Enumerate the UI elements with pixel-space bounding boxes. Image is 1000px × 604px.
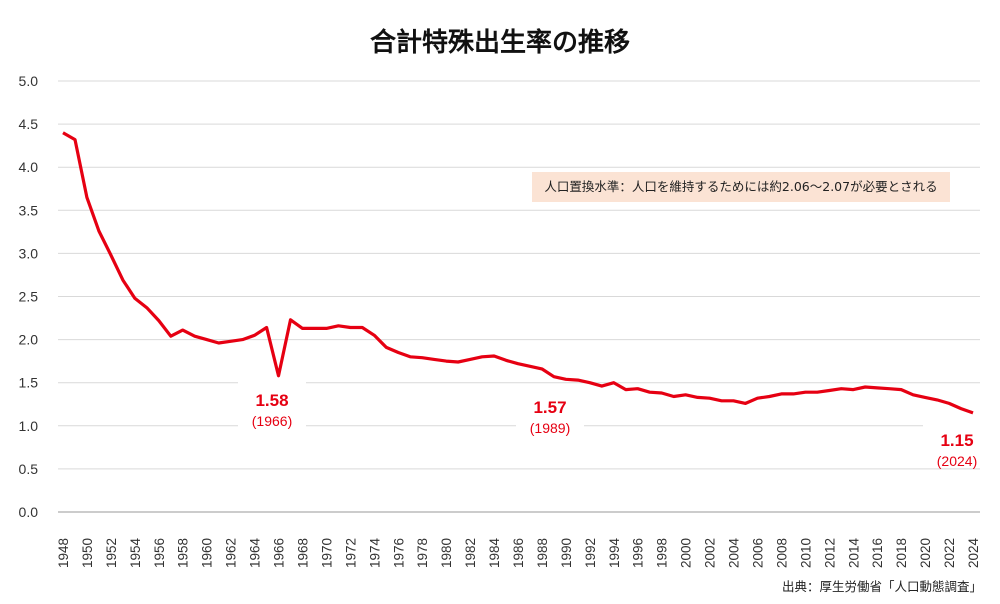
x-tick-label: 1974 — [367, 537, 382, 568]
y-tick-label: 2.0 — [19, 332, 39, 348]
x-tick-label: 2024 — [966, 537, 981, 568]
x-tick-label: 2000 — [679, 538, 694, 568]
x-tick-label: 2012 — [822, 538, 837, 568]
x-tick-label: 1996 — [631, 538, 646, 568]
y-tick-label: 0.0 — [19, 504, 39, 520]
x-tick-label: 1984 — [487, 537, 502, 568]
x-tick-label: 1990 — [559, 538, 574, 568]
x-tick-label: 1988 — [535, 538, 550, 568]
x-tick-label: 1956 — [152, 538, 167, 568]
x-tick-label: 2002 — [703, 538, 718, 568]
y-tick-label: 0.5 — [19, 461, 39, 477]
x-tick-label: 2008 — [774, 538, 789, 568]
y-tick-label: 5.0 — [19, 73, 39, 89]
x-tick-label: 2010 — [798, 538, 813, 568]
x-tick-label: 1962 — [224, 538, 239, 568]
x-tick-label: 2020 — [918, 538, 933, 568]
x-tick-label: 1968 — [295, 538, 310, 568]
y-tick-label: 3.5 — [19, 202, 39, 218]
y-tick-label: 4.0 — [19, 159, 39, 175]
x-tick-label: 2014 — [846, 537, 861, 568]
x-tick-label: 1966 — [272, 538, 287, 568]
y-tick-label: 2.5 — [19, 289, 39, 305]
y-tick-label: 1.0 — [19, 418, 39, 434]
x-tick-label: 1980 — [439, 538, 454, 568]
x-tick-label: 1992 — [583, 538, 598, 568]
annotation-year: (2024) — [937, 453, 977, 469]
annotation-value: 1.58 — [255, 391, 288, 410]
x-tick-label: 1986 — [511, 538, 526, 568]
x-tick-label: 1958 — [176, 538, 191, 568]
annotation-background — [238, 380, 306, 428]
x-tick-label: 1952 — [104, 538, 119, 568]
x-tick-label: 1954 — [128, 537, 143, 568]
x-tick-label: 2004 — [727, 537, 742, 568]
replacement-level-note: 人口置換水準：人口を維持するためには約2.06〜2.07が必要とされる — [532, 172, 950, 202]
y-tick-label: 3.0 — [19, 245, 39, 261]
annotation-background — [516, 387, 584, 435]
y-tick-label: 1.5 — [19, 375, 39, 391]
x-tick-label: 1960 — [200, 538, 215, 568]
x-tick-label: 1964 — [248, 537, 263, 568]
annotation-value: 1.15 — [940, 431, 973, 450]
x-tick-label: 1994 — [607, 537, 622, 568]
annotation-year: (1966) — [252, 413, 292, 429]
x-tick-label: 1982 — [463, 538, 478, 568]
source-note: 出典：厚生労働省「人口動態調査」 — [781, 579, 982, 594]
annotation-year: (1989) — [530, 420, 570, 436]
annotation-background — [923, 420, 991, 468]
x-tick-label: 1948 — [56, 538, 71, 568]
x-tick-label: 1976 — [391, 538, 406, 568]
x-tick-label: 1970 — [319, 538, 334, 568]
y-tick-label: 4.5 — [19, 116, 39, 132]
x-tick-label: 2022 — [942, 538, 957, 568]
x-tick-label: 1972 — [343, 538, 358, 568]
x-tick-label: 2018 — [894, 538, 909, 568]
x-tick-label: 1998 — [655, 538, 670, 568]
x-tick-label: 1950 — [80, 538, 95, 568]
x-tick-label: 2006 — [750, 538, 765, 568]
annotation-value: 1.57 — [533, 398, 566, 417]
x-tick-label: 2016 — [870, 538, 885, 568]
x-tick-label: 1978 — [415, 538, 430, 568]
chart-title: 合計特殊出生率の推移 — [369, 28, 630, 58]
